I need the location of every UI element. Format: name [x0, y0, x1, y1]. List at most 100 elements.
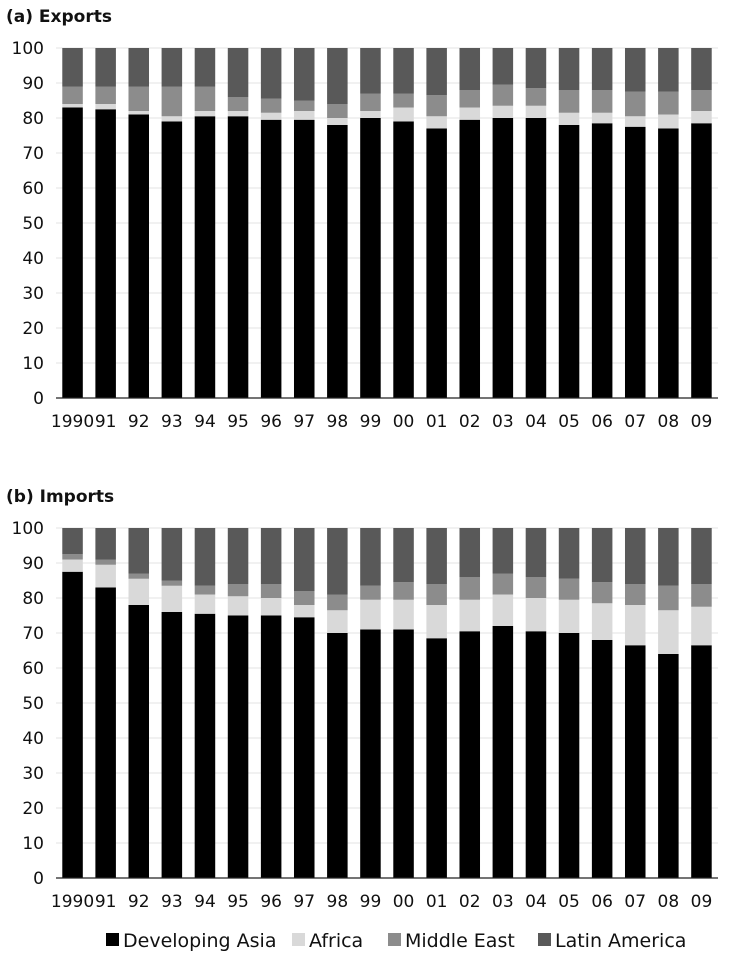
imports-y-tick-label: 100 — [12, 519, 44, 539]
exports-bar-africa — [658, 114, 679, 129]
imports-bar-latin-america — [691, 528, 712, 584]
legend-label-africa: Africa — [309, 930, 363, 952]
imports-bar-africa — [161, 585, 183, 612]
exports-bar-latin-america — [161, 48, 183, 87]
exports-title: (a) Exports — [6, 7, 112, 27]
imports-y-tick-label: 0 — [33, 869, 44, 889]
imports-bar-africa — [360, 599, 381, 630]
exports-bar-middle-east — [426, 95, 447, 117]
exports-bar-latin-america — [360, 48, 381, 94]
imports-bar-latin-america — [624, 528, 646, 584]
exports-bar-latin-america — [194, 48, 216, 87]
exports-y-tick-label: 30 — [22, 284, 44, 304]
imports-bar-africa — [492, 594, 514, 626]
exports-bar-developing-asia — [492, 118, 514, 398]
exports-x-tick-label: 01 — [426, 412, 448, 432]
imports-bar-middle-east — [128, 573, 150, 579]
imports-bar-middle-east — [426, 584, 447, 605]
imports-y-tick-label: 90 — [22, 554, 44, 574]
imports-x-tick-label: 03 — [492, 892, 514, 912]
exports-bar-latin-america — [426, 48, 447, 96]
exports-bar-developing-asia — [293, 119, 315, 398]
exports-bar-middle-east — [128, 86, 150, 111]
exports-bar-africa — [492, 105, 514, 118]
exports-x-tick-label: 95 — [227, 412, 249, 432]
imports-bar-latin-america — [426, 528, 447, 584]
imports-bar-developing-asia — [658, 654, 679, 878]
imports-bar-latin-america — [525, 528, 547, 577]
imports-bar-africa — [691, 606, 712, 646]
exports-bar-africa — [62, 104, 83, 108]
exports-bar-latin-america — [624, 48, 646, 92]
imports-x-tick-label: 95 — [227, 892, 249, 912]
legend-label-developing-asia: Developing Asia — [123, 930, 276, 952]
exports-bar-latin-america — [658, 48, 679, 92]
exports-bar-latin-america — [459, 48, 481, 90]
exports-bar-developing-asia — [62, 107, 83, 398]
imports-bar-latin-america — [558, 528, 580, 579]
exports-bar-africa — [128, 111, 150, 115]
imports-y-tick-label: 60 — [22, 659, 44, 679]
imports-bar-latin-america — [293, 528, 315, 591]
exports-bar-africa — [525, 105, 547, 118]
imports-bar-developing-asia — [492, 626, 514, 878]
exports-bar-middle-east — [327, 104, 348, 118]
imports-x-tick-label: 08 — [658, 892, 680, 912]
imports-x-tick-label: 00 — [393, 892, 415, 912]
imports-x-tick-label: 96 — [260, 892, 282, 912]
exports-bar-middle-east — [95, 86, 116, 104]
imports-bar-latin-america — [492, 528, 514, 574]
exports-x-tick-label: 97 — [293, 412, 315, 432]
exports-y-tick-label: 50 — [22, 214, 44, 234]
imports-bar-africa — [393, 599, 414, 630]
imports-x-tick-label: 09 — [691, 892, 713, 912]
exports-x-tick-label: 00 — [393, 412, 415, 432]
exports-y-tick-label: 60 — [22, 179, 44, 199]
exports-bar-developing-asia — [128, 114, 150, 398]
exports-x-tick-label: 07 — [624, 412, 646, 432]
imports-bar-africa — [128, 578, 150, 605]
exports-bar-latin-america — [591, 48, 613, 90]
imports-bar-developing-asia — [426, 638, 447, 878]
exports-x-tick-label: 99 — [360, 412, 382, 432]
exports-bar-developing-asia — [691, 123, 712, 398]
legend-swatch-middle-east — [388, 933, 401, 946]
imports-y-tick-label: 70 — [22, 624, 44, 644]
imports-y-tick-label: 80 — [22, 589, 44, 609]
imports-bar-middle-east — [227, 584, 249, 597]
imports-bar-middle-east — [327, 594, 348, 611]
imports-bar-latin-america — [360, 528, 381, 586]
imports-bar-middle-east — [95, 559, 116, 565]
imports-bar-latin-america — [62, 528, 83, 555]
imports-bar-africa — [62, 559, 83, 572]
imports-bar-developing-asia — [293, 617, 315, 878]
imports-bar-latin-america — [227, 528, 249, 584]
exports-bar-latin-america — [62, 48, 83, 87]
imports-bar-developing-asia — [128, 605, 150, 878]
exports-bar-africa — [161, 116, 183, 122]
imports-bar-developing-asia — [95, 587, 116, 878]
imports-bar-developing-asia — [161, 612, 183, 878]
exports-bar-africa — [327, 118, 348, 125]
legend-label-middle-east: Middle East — [405, 930, 515, 952]
imports-bar-latin-america — [128, 528, 150, 574]
exports-x-tick-label: 1990 — [51, 412, 94, 432]
imports-bar-developing-asia — [393, 629, 414, 878]
exports-bar-latin-america — [227, 48, 249, 97]
exports-bar-africa — [227, 111, 249, 117]
exports-bar-middle-east — [459, 90, 481, 108]
exports-bar-middle-east — [293, 100, 315, 111]
exports-bar-developing-asia — [260, 119, 282, 398]
exports-x-tick-label: 91 — [95, 412, 117, 432]
imports-bar-africa — [293, 605, 315, 618]
imports-bar-africa — [591, 603, 613, 640]
exports-bar-latin-america — [492, 48, 514, 85]
legend-swatch-africa — [292, 933, 305, 946]
exports-bar-developing-asia — [327, 125, 348, 398]
exports-bar-middle-east — [591, 90, 613, 113]
exports-x-tick-label: 96 — [260, 412, 282, 432]
exports-bar-middle-east — [260, 98, 282, 113]
exports-bar-africa — [591, 112, 613, 124]
imports-bar-developing-asia — [525, 631, 547, 878]
